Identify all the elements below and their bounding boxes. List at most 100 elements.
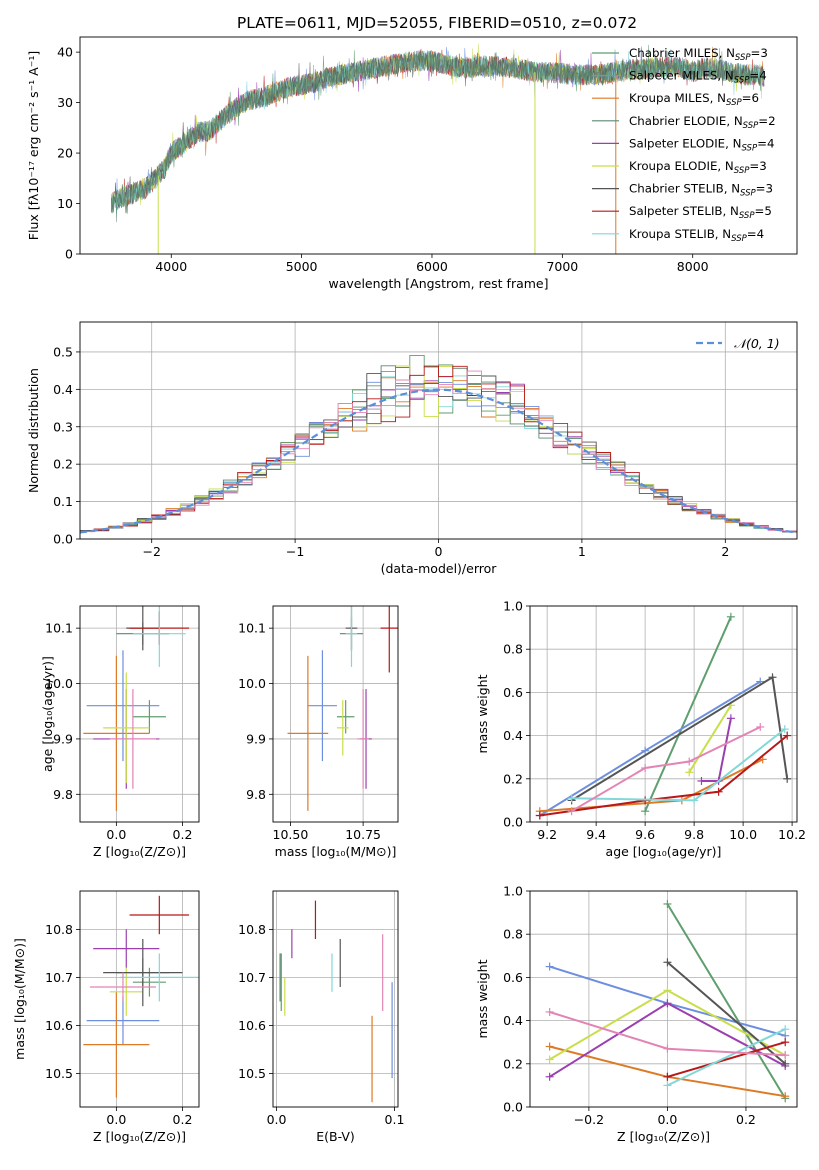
y-tick-label: 0.2: [503, 771, 523, 786]
x-tick-label: 10.2: [778, 827, 806, 842]
legend-suffix: =2: [758, 114, 775, 128]
y-tick-label: 10.5: [238, 1066, 266, 1081]
x-tick-label: 0.0: [657, 1112, 677, 1127]
errorbar-point-7: [129, 895, 190, 935]
legend-name: Salpeter MILES, N: [629, 69, 734, 83]
legend-sub: SSP: [739, 211, 755, 221]
errorbar-point-9: [357, 689, 369, 789]
mass_vs_ebv-frame: [272, 890, 399, 1108]
legend-sub: SSP: [726, 98, 742, 108]
y-tick-label: 0.6: [503, 685, 523, 700]
weight_vs_age-ylabel: mass weight: [475, 674, 490, 753]
errorbar-point-6: [103, 939, 183, 1007]
y-tick-label: 10.6: [238, 1018, 266, 1033]
y-tick-label: 40: [57, 45, 73, 60]
weight-series-8: [663, 1025, 790, 1090]
y-tick-label: 0.1: [53, 494, 73, 509]
legend-suffix: =3: [751, 46, 768, 60]
spectrum-line-3: [111, 50, 765, 223]
x-tick-label: 10.0: [729, 827, 757, 842]
y-tick-label: 10.7: [238, 970, 266, 985]
y-tick-label: 10.1: [238, 621, 266, 636]
legend-entry-1: Salpeter MILES, NSSP=4: [629, 69, 767, 86]
x-tick-label: 5000: [286, 259, 318, 274]
y-tick-label: 0.4: [503, 728, 523, 743]
y-tick-label: 0.0: [503, 815, 523, 830]
weight_vs_age-axes: 9.2 9.4 9.6 9.8 10.0 10.2 0.0 0.2 0.4 0.6 0.8 1.0 ag…: [475, 599, 806, 860]
y-tick-label: 0.4: [53, 382, 73, 397]
errorbar-point-2: [83, 991, 150, 1098]
y-tick-label: 9.8: [246, 787, 266, 802]
y-tick-label: 1.0: [503, 884, 523, 899]
legend-suffix: =4: [749, 69, 766, 83]
x-tick-label: 0.2: [173, 827, 193, 842]
y-tick-label: 0.8: [503, 927, 523, 942]
x-tick-label: 9.2: [537, 827, 557, 842]
age_vs_mass-xlabel: mass [log₁₀(M/M⊙)]: [275, 844, 397, 859]
spectrum-xlabel: wavelength [Angstrom, rest frame]: [328, 276, 548, 291]
histogram-xlabel: (data-model)/error: [381, 561, 498, 576]
y-tick-label: 0.3: [53, 419, 73, 434]
errorbar-point-1: [86, 996, 160, 1045]
weight-series-7: [663, 1038, 790, 1081]
y-tick-label: 0.8: [503, 642, 523, 657]
legend-entry-7: Salpeter STELIB, NSSP=5: [629, 204, 772, 221]
mass_vs_z-frame: [79, 890, 200, 1108]
x-tick-label: 8000: [677, 259, 709, 274]
legend-name: Kroupa STELIB, N: [629, 227, 731, 241]
y-tick-label: 0.0: [503, 1100, 523, 1115]
legend-suffix: =3: [749, 159, 766, 173]
weight-series-6: [567, 673, 792, 805]
errorbar-point-1: [307, 650, 337, 762]
x-tick-label: −1: [286, 544, 304, 559]
weight-line: [667, 1041, 786, 1078]
mass_vs_z-axes: 0.0 0.2 10.5 10.6 10.7 10.8 Z [log₁₀(Z/Z⊙)] mas…: [12, 890, 200, 1144]
x-tick-label: 2: [721, 544, 729, 559]
weight_vs_z-frame: [529, 890, 798, 1108]
weight-line: [688, 704, 732, 773]
y-tick-label: 10.0: [238, 676, 266, 691]
legend-sub: SSP: [741, 143, 757, 153]
legend-name: Chabrier STELIB, N: [629, 182, 740, 196]
mass_vs_z-xlabel: Z [log₁₀(Z/Z⊙)]: [93, 1129, 186, 1144]
x-tick-label: 0.0: [106, 1112, 126, 1127]
weight_vs_z-xlabel: Z [log₁₀(Z/Z⊙)]: [617, 1129, 710, 1144]
y-tick-label: 0: [65, 247, 73, 262]
histogram-series-9: [80, 370, 797, 534]
errorbar-point-8: [119, 953, 199, 1002]
gaussian-legend-label: 𝒩(0, 1): [734, 336, 780, 351]
legend-sub: SSP: [731, 234, 747, 244]
errorbar-point-7: [380, 606, 398, 673]
legend-name: Chabrier MILES, N: [629, 46, 735, 60]
y-tick-label: 0.2: [53, 457, 73, 472]
legend-suffix: =6: [742, 91, 759, 105]
x-tick-label: 9.8: [684, 827, 704, 842]
spectrum-frame: [79, 36, 798, 255]
weight_vs_age-frame: [529, 605, 798, 823]
weight_vs_age-plot-area: [535, 612, 792, 820]
age_vs_mass-frame: [272, 605, 399, 823]
y-tick-label: 10.8: [45, 922, 73, 937]
y-tick-label: 10.0: [45, 676, 73, 691]
legend-sub: SSP: [734, 166, 750, 176]
weight-line: [539, 680, 761, 817]
x-tick-label: 0: [435, 544, 443, 559]
x-tick-label: 10.50: [273, 827, 309, 842]
weight_vs_z-ylabel: mass weight: [475, 959, 490, 1038]
x-tick-label: 7000: [546, 259, 578, 274]
mass_vs_ebv-xlabel: E(B-V): [316, 1129, 355, 1144]
age_vs_z-plot-area: [83, 606, 190, 811]
legend-entry-6: Chabrier STELIB, NSSP=3: [629, 182, 773, 199]
legend-entry-2: Kroupa MILES, NSSP=6: [629, 91, 759, 108]
legend-entry-0: Chabrier MILES, NSSP=3: [629, 46, 768, 63]
x-tick-label: 9.4: [586, 827, 606, 842]
y-tick-label: 9.9: [246, 731, 266, 746]
legend-entry-8: Kroupa STELIB, NSSP=4: [629, 227, 764, 244]
legend-name: Salpeter STELIB, N: [629, 204, 739, 218]
weight-series-0: [641, 612, 735, 816]
errorbar-point-2: [83, 655, 150, 811]
y-tick-label: 9.9: [53, 731, 73, 746]
legend-suffix: =5: [754, 204, 771, 218]
